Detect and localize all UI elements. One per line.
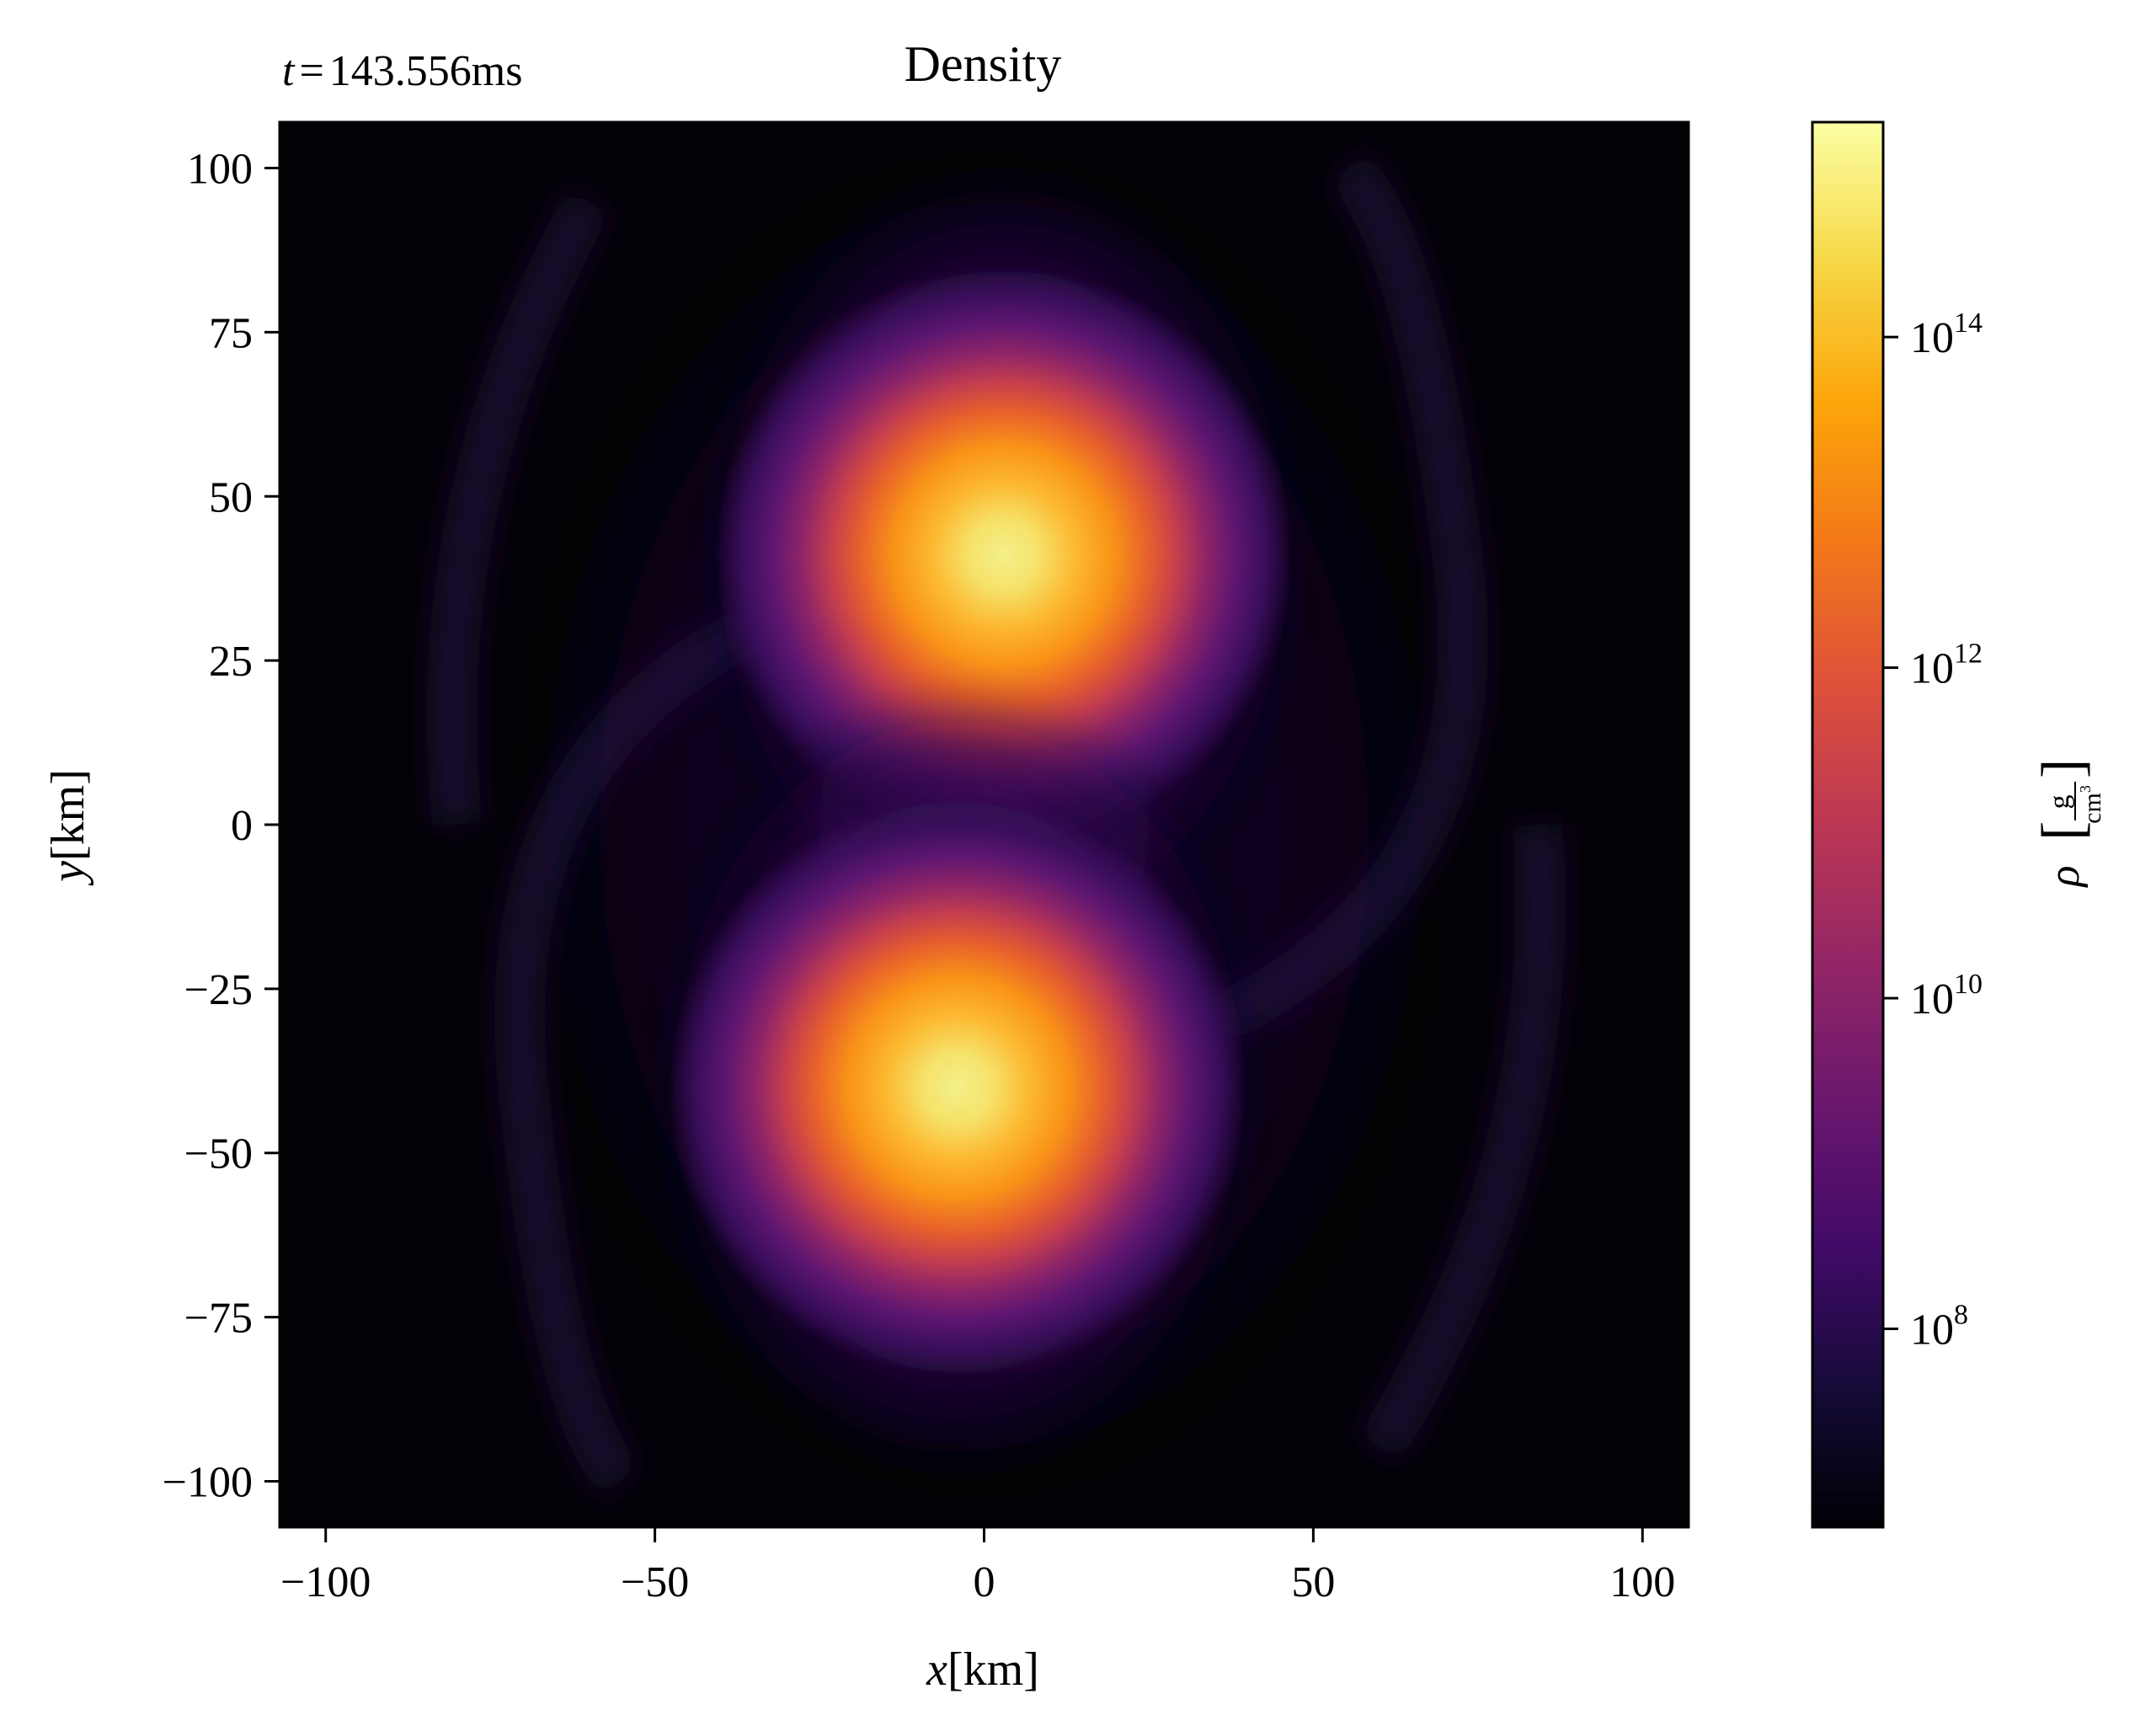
y-tick-label: −75 — [184, 1295, 253, 1343]
spiral-arm-left — [494, 605, 766, 1499]
y-tick-label: −100 — [163, 1458, 253, 1506]
upper-core — [713, 265, 1294, 846]
x-tick-label: −50 — [621, 1558, 689, 1606]
outer-wisp-right — [1358, 822, 1566, 1462]
outer-wisp-left — [426, 188, 611, 827]
plot-area — [280, 122, 1689, 1527]
x-axis-label: x[km] — [926, 1643, 1039, 1696]
y-tick-label: −25 — [184, 966, 253, 1014]
x-axis-ticks: −100 −50 0 50 100 — [280, 1527, 1675, 1606]
svg-text:[: [ — [2031, 821, 2095, 841]
y-axis-label: y[km] — [42, 769, 94, 886]
y-tick-label: 50 — [209, 473, 253, 521]
colorbar-tick-label: 108 — [1910, 1300, 1968, 1355]
y-tick-label: 25 — [209, 638, 253, 686]
y-tick-label: −50 — [184, 1130, 253, 1178]
chart-title: Density — [905, 36, 1062, 92]
y-axis-ticks: 100 75 50 25 0 −25 −50 −75 −100 — [163, 146, 280, 1506]
colorbar — [1811, 120, 1885, 1529]
colorbar-label: ρ [ g cm3 ] — [2031, 759, 2106, 889]
colorbar-tick-label: 1012 — [1910, 639, 1983, 693]
y-tick-label: 100 — [187, 146, 253, 194]
colorbar-tick-label: 1014 — [1910, 307, 1983, 362]
y-tick-label: 75 — [209, 309, 253, 357]
svg-text:ρ: ρ — [2041, 866, 2089, 889]
x-tick-label: 50 — [1291, 1558, 1335, 1606]
x-tick-label: −100 — [280, 1558, 371, 1606]
colorbar-ticks: 1014 1012 1010 108 — [1883, 307, 1983, 1355]
spiral-arm-right — [1203, 149, 1489, 1045]
density-map — [426, 122, 1566, 1527]
y-tick-label: 0 — [231, 802, 253, 850]
colorbar-tick-label: 1010 — [1910, 969, 1983, 1023]
x-tick-label: 0 — [974, 1558, 995, 1606]
svg-text:g: g — [2044, 795, 2075, 810]
time-label: t = 143.556ms — [282, 47, 522, 95]
svg-text:]: ] — [2031, 759, 2095, 778]
lower-core — [668, 797, 1248, 1377]
svg-text:cm3: cm3 — [2077, 785, 2106, 824]
x-tick-label: 100 — [1609, 1558, 1675, 1606]
